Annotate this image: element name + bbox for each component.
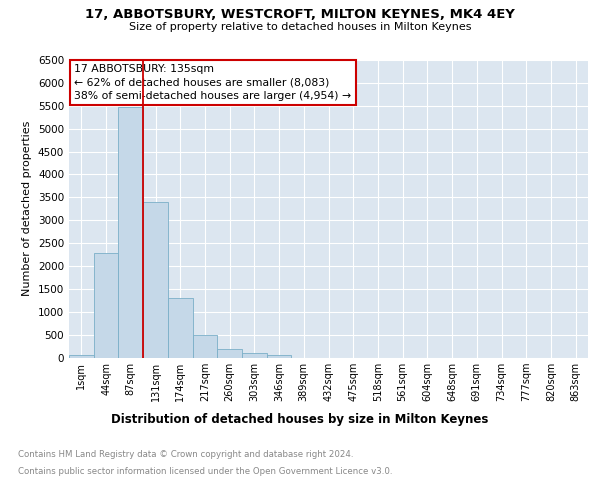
Text: Size of property relative to detached houses in Milton Keynes: Size of property relative to detached ho… [129,22,471,32]
Text: Contains HM Land Registry data © Crown copyright and database right 2024.: Contains HM Land Registry data © Crown c… [18,450,353,459]
Text: Contains public sector information licensed under the Open Government Licence v3: Contains public sector information licen… [18,468,392,476]
Text: Distribution of detached houses by size in Milton Keynes: Distribution of detached houses by size … [112,412,488,426]
Text: 17 ABBOTSBURY: 135sqm
← 62% of detached houses are smaller (8,083)
38% of semi-d: 17 ABBOTSBURY: 135sqm ← 62% of detached … [74,64,352,101]
Bar [94,253,118,358]
Bar [193,335,217,357]
Bar [143,202,168,358]
Bar [118,107,143,358]
Text: 17, ABBOTSBURY, WESTCROFT, MILTON KEYNES, MK4 4EY: 17, ABBOTSBURY, WESTCROFT, MILTON KEYNES… [85,8,515,20]
Y-axis label: Number of detached properties: Number of detached properties [22,121,32,296]
Bar [69,355,94,358]
Bar [217,348,242,358]
Bar [267,355,292,358]
Bar [242,353,267,358]
Bar [168,298,193,358]
